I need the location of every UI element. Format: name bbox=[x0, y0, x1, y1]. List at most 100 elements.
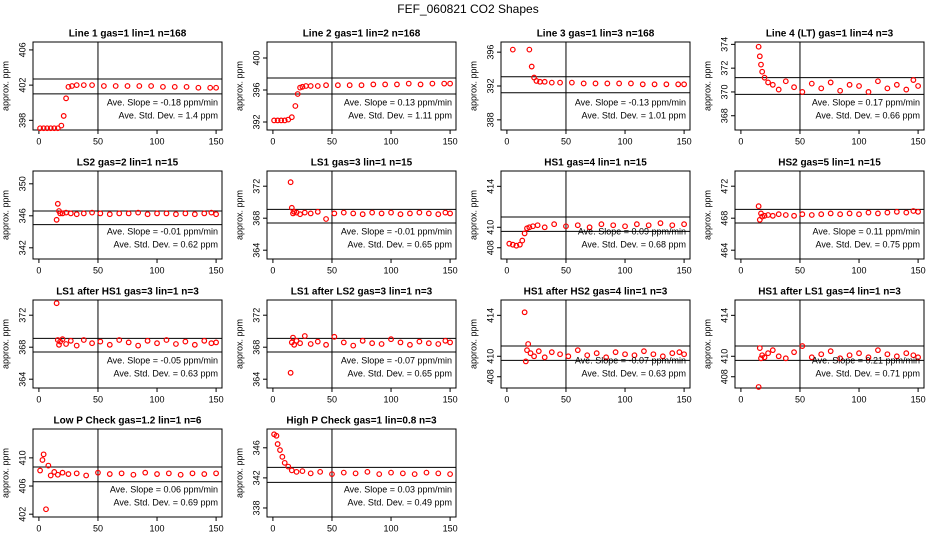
annotation: Ave. Std. Dev. = 0.66 ppm bbox=[816, 110, 920, 120]
data-point bbox=[818, 351, 825, 358]
data-point bbox=[54, 200, 61, 207]
x-tick-label: 50 bbox=[93, 523, 103, 533]
x-tick-label: 150 bbox=[443, 265, 458, 275]
data-point bbox=[97, 338, 104, 345]
data-point bbox=[47, 125, 54, 132]
x-tick-label: 150 bbox=[677, 136, 692, 146]
data-point bbox=[875, 347, 881, 354]
x-tick-label: 100 bbox=[618, 136, 633, 146]
data-point bbox=[314, 83, 321, 89]
data-point bbox=[525, 341, 532, 347]
x-tick-label: 50 bbox=[561, 136, 571, 146]
panel-title: Line 1 gas=1 lin=1 n=168 bbox=[69, 29, 187, 40]
data-point bbox=[307, 470, 314, 477]
data-point bbox=[416, 338, 423, 345]
data-point bbox=[435, 341, 442, 347]
data-point bbox=[100, 83, 107, 89]
data-point bbox=[639, 81, 646, 88]
data-point bbox=[297, 340, 303, 347]
data-point bbox=[40, 451, 47, 458]
data-point bbox=[441, 80, 448, 87]
data-point bbox=[142, 469, 149, 476]
y-tick-label: 388 bbox=[485, 112, 495, 127]
y-axis-label: approx. ppm bbox=[234, 61, 244, 111]
data-point bbox=[521, 230, 528, 237]
data-point bbox=[346, 82, 353, 89]
data-point bbox=[59, 336, 66, 343]
data-point bbox=[340, 339, 347, 346]
data-point bbox=[875, 210, 881, 217]
data-point bbox=[191, 341, 198, 348]
annotation: Ave. Slope = 0.09 ppm/min bbox=[578, 226, 686, 236]
data-point bbox=[915, 354, 921, 361]
data-point bbox=[56, 341, 62, 348]
data-point bbox=[568, 79, 575, 86]
data-point bbox=[435, 211, 442, 218]
data-point bbox=[509, 46, 516, 53]
data-point bbox=[350, 342, 357, 349]
data-point bbox=[135, 209, 142, 216]
data-point bbox=[663, 81, 670, 88]
data-point bbox=[323, 341, 329, 348]
y-axis-label: approx. ppm bbox=[234, 190, 244, 240]
y-tick-label: 464 bbox=[719, 243, 729, 258]
data-point bbox=[610, 222, 617, 229]
data-point bbox=[279, 453, 286, 460]
data-point bbox=[359, 211, 366, 218]
data-point bbox=[535, 348, 542, 355]
data-point bbox=[528, 63, 535, 70]
data-point bbox=[277, 447, 283, 453]
data-point bbox=[43, 506, 49, 513]
data-point bbox=[130, 471, 137, 478]
annotation: Ave. Std. Dev. = 0.65 ppm bbox=[348, 239, 452, 249]
data-point bbox=[447, 339, 453, 346]
data-point bbox=[593, 350, 600, 357]
data-point bbox=[163, 337, 170, 343]
y-tick-label: 408 bbox=[485, 240, 495, 255]
data-point bbox=[827, 210, 834, 217]
x-tick-label: 150 bbox=[911, 265, 926, 275]
annotation: Ave. Std. Dev. = 0.63 ppm bbox=[114, 368, 218, 378]
data-point bbox=[165, 470, 172, 477]
data-point bbox=[447, 210, 453, 217]
data-point bbox=[541, 224, 548, 231]
data-point bbox=[314, 338, 321, 345]
data-point bbox=[369, 340, 376, 347]
data-point bbox=[281, 117, 288, 124]
data-point bbox=[808, 212, 815, 218]
data-point bbox=[884, 209, 891, 216]
data-point bbox=[416, 209, 423, 216]
x-tick-label: 100 bbox=[384, 523, 399, 533]
y-axis-label: approx. ppm bbox=[702, 61, 712, 111]
annotation: Ave. Slope = -0.13 ppm/min bbox=[575, 97, 686, 107]
data-point bbox=[622, 351, 628, 358]
plot-frame bbox=[734, 170, 925, 260]
data-point bbox=[397, 339, 404, 346]
data-point bbox=[83, 472, 90, 479]
data-point bbox=[417, 81, 424, 88]
data-point bbox=[65, 83, 72, 90]
data-point bbox=[350, 210, 357, 217]
y-tick-label: 410 bbox=[719, 349, 729, 364]
data-point bbox=[301, 209, 308, 216]
data-point bbox=[633, 221, 640, 228]
x-tick-label: 0 bbox=[36, 523, 41, 533]
data-point bbox=[846, 210, 853, 217]
data-point bbox=[297, 211, 303, 218]
data-point bbox=[278, 117, 285, 124]
y-tick-label: 346 bbox=[17, 208, 27, 223]
annotation: Ave. Slope = 0.03 ppm/min bbox=[344, 484, 452, 494]
y-tick-label: 396 bbox=[251, 82, 261, 97]
data-point bbox=[657, 220, 664, 227]
data-point bbox=[782, 355, 789, 362]
data-point bbox=[293, 468, 300, 475]
data-point bbox=[388, 209, 394, 216]
y-tick-label: 406 bbox=[17, 479, 27, 494]
data-point bbox=[388, 336, 394, 343]
data-point bbox=[429, 80, 436, 87]
x-tick-label: 0 bbox=[738, 394, 743, 404]
data-point bbox=[758, 355, 764, 362]
data-point bbox=[281, 459, 288, 466]
data-point bbox=[557, 351, 563, 358]
